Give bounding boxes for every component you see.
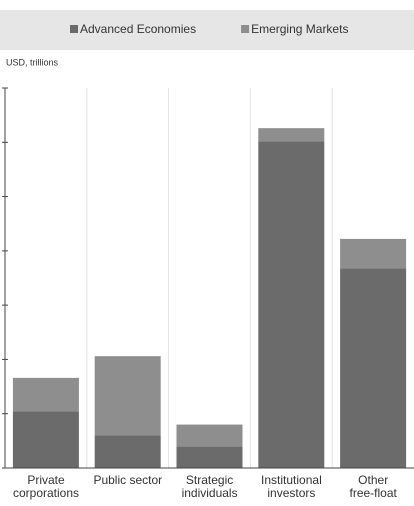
bar-segment	[258, 141, 325, 468]
bar-segment	[12, 411, 79, 468]
bar-segment	[176, 424, 243, 447]
bar-segment	[258, 128, 325, 142]
bar-segment	[94, 435, 161, 468]
bar-segment	[94, 356, 161, 436]
x-tick-label: Institutional investors	[261, 473, 322, 500]
x-tick-label: Private corporations	[12, 473, 80, 500]
x-tick-label: Strategic individuals	[181, 473, 238, 500]
bar-segment	[340, 238, 407, 269]
legend-band	[0, 10, 414, 50]
y-axis-label: USD, trillions	[6, 57, 59, 67]
x-tick-label: Other free-float	[349, 473, 397, 500]
x-tick-label: Public sector	[93, 473, 163, 487]
legend-label: Emerging Markets	[251, 22, 348, 36]
legend-swatch	[70, 25, 78, 33]
bar-segment	[176, 446, 243, 468]
legend-swatch	[241, 25, 250, 33]
legend-label: Advanced Economies	[80, 22, 196, 36]
bar-segment	[12, 377, 79, 412]
bar-segment	[340, 268, 407, 468]
